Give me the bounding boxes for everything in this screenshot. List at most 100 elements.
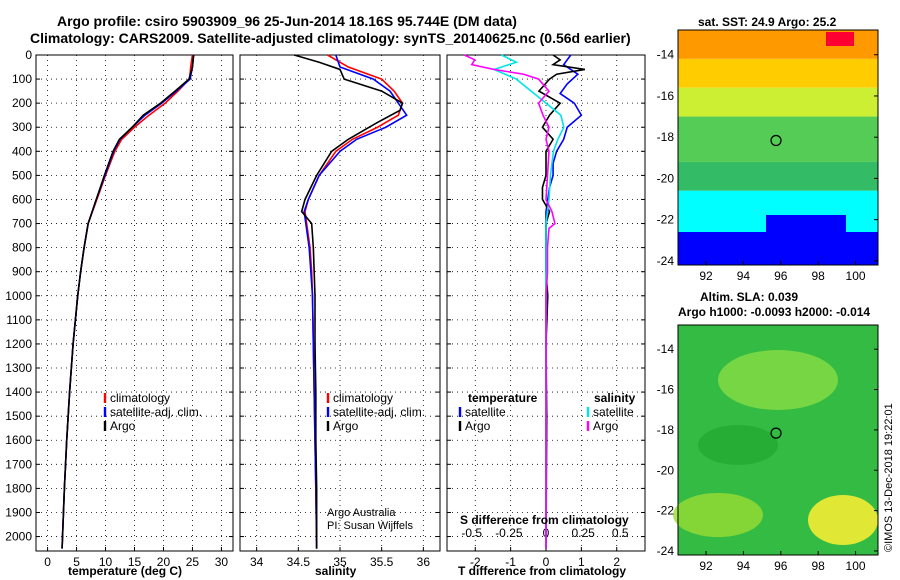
title-line-1: Argo profile: csiro 5903909_96 25-Jun-20…	[57, 13, 517, 29]
sst-map-xtick-label: 92	[699, 269, 713, 283]
temp-xtick-label: 30	[215, 555, 229, 569]
sla-map-ytick-label: -24	[657, 544, 675, 558]
sla-map-ytick-label: -14	[657, 342, 675, 356]
depth-axis: 0 100 200 300 400 500 600 700 800 900 1000 1100 1200…	[5, 48, 32, 544]
sla-map-ytick-label: -18	[657, 423, 675, 437]
depth-tick-label: 1500	[5, 409, 32, 423]
temp-xtick-label: 15	[128, 555, 142, 569]
sal-xtick-label: 36	[417, 555, 431, 569]
depth-tick-label: 1300	[5, 361, 32, 375]
sst-map-xtick-label: 100	[846, 269, 866, 283]
temp-xtick-label: 5	[73, 555, 80, 569]
sal-satellite-line	[303, 54, 408, 549]
depth-tick-label: 900	[12, 265, 32, 279]
t-difference-axis-label: T difference from climatology	[458, 564, 626, 578]
sla-map-title: Altim. SLA: 0.039	[700, 290, 798, 304]
depth-tick-label: 1200	[5, 337, 32, 351]
sst-map-sst-hot-patch	[826, 32, 854, 46]
sst-map-xtick-label: 94	[737, 269, 751, 283]
sst-map-xtick-label: 98	[812, 269, 826, 283]
sla-map-sla-low	[698, 425, 778, 465]
imos-credit: ©IMOS 13-Dec-2018 19:22:01	[883, 403, 895, 552]
temp-xtick-label: 0	[44, 555, 51, 569]
sal-frame	[239, 54, 441, 552]
depth-tick-label: 0	[25, 48, 32, 62]
sst-map-xtick-label: 96	[774, 269, 788, 283]
pi-annotation: PI: Susan Wijffels	[327, 520, 413, 532]
diff-s-tick-label: 0.5	[612, 526, 629, 540]
diff-s-argo-line	[463, 54, 556, 549]
sst-map-ytick-label: -20	[657, 171, 675, 185]
sla-map-xtick-label: 100	[846, 559, 866, 573]
temp-xtick-label: 10	[99, 555, 113, 569]
temp-xtick-label: 20	[157, 555, 171, 569]
sst-map-title: sat. SST: 24.9 Argo: 25.2	[698, 15, 837, 29]
depth-tick-label: 500	[12, 168, 32, 182]
depth-tick-label: 1700	[5, 457, 32, 471]
sal-xtick-label: 35.5	[370, 555, 394, 569]
diff-s-tick-label: -0.5	[461, 526, 482, 540]
salinity-profile-panel: 34 34.5 35 35.5 36 climatologysatellite-adj. …	[239, 54, 441, 569]
diff-legend-t-satellite: satellite	[465, 405, 506, 419]
sst-map-sst-band	[678, 58, 878, 88]
sst-map-sst-band	[678, 87, 878, 117]
sla-map-sla-high	[718, 350, 838, 410]
temp-legend-climatology: climatology	[110, 391, 170, 405]
sla-map-sla-high	[673, 493, 763, 537]
depth-tick-label: 200	[12, 96, 32, 110]
depth-tick-label: 1100	[6, 313, 32, 327]
sst-map-ytick-label: -18	[657, 130, 675, 144]
sst-map-frame	[677, 29, 879, 266]
sst-map-sst-band	[678, 161, 878, 191]
sla-map-ytick-label: -16	[657, 383, 675, 397]
diff-s-tick-label: 0.25	[571, 526, 595, 540]
diff-xtick-label: 1	[578, 555, 585, 569]
temp-xtick-label: 25	[186, 555, 200, 569]
sla-map-sla-peak	[808, 495, 878, 545]
salinity-axis-label: salinity	[315, 564, 357, 578]
sla-map-subtitle: Argo h1000: -0.0093 h2000: -0.014	[678, 305, 870, 319]
temp-legend-satellite: satellite-adj. clim.	[110, 405, 202, 419]
sst-map-ytick-label: -16	[657, 89, 675, 103]
depth-tick-label: 700	[12, 217, 32, 231]
sst-map-argo-location-marker	[770, 134, 782, 147]
sal-xtick-label: 35	[333, 555, 347, 569]
sst-map-sst-cold-patch	[766, 215, 846, 245]
temp-argo-line	[61, 54, 195, 549]
sla-map-xtick-label: 92	[699, 559, 713, 573]
diff-xtick-label: 2	[613, 555, 620, 569]
depth-tick-label: 1400	[5, 385, 32, 399]
sal-xtick-label: 34	[250, 555, 264, 569]
sal-climatology-line	[304, 54, 404, 549]
sst-map-panel: 92 94 96 98 100 -14 -16 -18 -20 -22 -24	[657, 29, 879, 283]
diff-legend-t-title: temperature	[468, 391, 538, 405]
sal-legend-climatology: climatology	[333, 391, 393, 405]
diff-s-tick-label: -0.25	[495, 526, 523, 540]
sal-xtick-label: 34.5	[287, 555, 311, 569]
sal-argo-line	[293, 54, 404, 549]
temperature-axis-label: temperature (deg C)	[68, 564, 182, 578]
depth-tick-label: 1900	[5, 505, 32, 519]
sst-map-ytick-label: -22	[657, 213, 675, 227]
diff-legend-s-argo: Argo	[593, 419, 619, 433]
depth-tick-label: 1800	[5, 481, 32, 495]
depth-tick-label: 2000	[5, 530, 32, 544]
sla-map-ytick-label: -20	[657, 463, 675, 477]
title-line-2: Climatology: CARS2009. Satellite-adjuste…	[30, 30, 631, 46]
diff-legend-s-title: salinity	[594, 391, 636, 405]
diff-xtick-label: -2	[470, 555, 481, 569]
depth-tick-label: 600	[12, 192, 32, 206]
sla-map-xtick-label: 94	[737, 559, 751, 573]
diff-xtick-label: -1	[505, 555, 516, 569]
sst-map-sst-band	[678, 116, 878, 162]
argo-australia-annotation: Argo Australia	[327, 507, 396, 519]
sla-map-panel: 92 94 96 98 100 -14 -16 -18 -20 -22 -24	[657, 324, 879, 573]
depth-tick-label: 100	[12, 72, 32, 86]
depth-tick-label: 800	[12, 241, 32, 255]
depth-tick-label: 1600	[5, 433, 32, 447]
sla-map-frame	[677, 324, 879, 556]
sal-legend-satellite: satellite-adj. clim.	[333, 405, 425, 419]
